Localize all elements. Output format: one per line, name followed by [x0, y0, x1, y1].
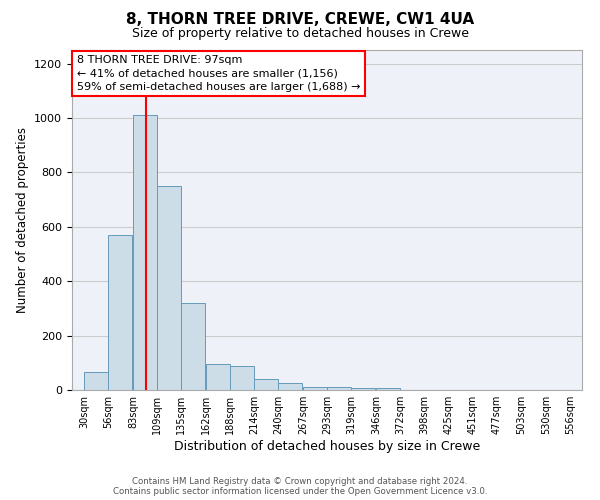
Bar [303, 386, 327, 390]
X-axis label: Distribution of detached houses by size in Crewe: Distribution of detached houses by size … [174, 440, 480, 453]
Bar [108, 235, 132, 390]
Bar [181, 303, 205, 390]
Bar [206, 364, 230, 390]
Bar [254, 379, 278, 390]
Bar [278, 383, 302, 390]
Bar [157, 186, 181, 390]
Bar [376, 388, 400, 390]
Bar [351, 388, 375, 390]
Text: Size of property relative to detached houses in Crewe: Size of property relative to detached ho… [131, 28, 469, 40]
Text: 8, THORN TREE DRIVE, CREWE, CW1 4UA: 8, THORN TREE DRIVE, CREWE, CW1 4UA [126, 12, 474, 28]
Y-axis label: Number of detached properties: Number of detached properties [16, 127, 29, 313]
Text: Contains HM Land Registry data © Crown copyright and database right 2024.
Contai: Contains HM Land Registry data © Crown c… [113, 476, 487, 496]
Bar [327, 388, 351, 390]
Text: 8 THORN TREE DRIVE: 97sqm
← 41% of detached houses are smaller (1,156)
59% of se: 8 THORN TREE DRIVE: 97sqm ← 41% of detac… [77, 56, 361, 92]
Bar [133, 116, 157, 390]
Bar [230, 366, 254, 390]
Bar [84, 372, 108, 390]
